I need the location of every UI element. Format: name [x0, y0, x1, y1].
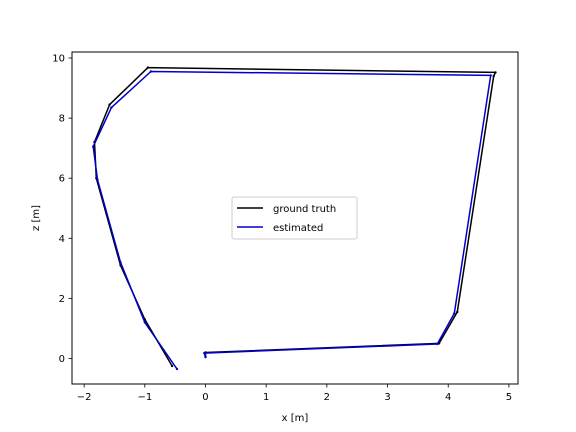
- series-1-point-10: [203, 351, 206, 355]
- series-0-point-8: [492, 74, 495, 78]
- y-tick-label: 0: [59, 354, 65, 365]
- legend: ground truth estimated: [231, 196, 358, 240]
- y-tick-label: 6: [59, 174, 65, 185]
- series-1-point-9: [436, 342, 439, 346]
- legend-label-estimated: estimated: [273, 223, 323, 234]
- x-tick-label: −2: [77, 392, 92, 403]
- y-axis-ticks: 0 2 4 6 8 10: [52, 54, 72, 365]
- x-axis-ticks: −2 −1 0 1 2 3 4 5: [77, 384, 512, 403]
- x-tick-label: 5: [506, 392, 512, 403]
- x-tick-label: 4: [445, 392, 451, 403]
- series-1-point-0: [175, 367, 179, 371]
- x-tick-label: 0: [202, 392, 208, 403]
- y-tick-label: 4: [59, 234, 65, 245]
- x-tick-label: 1: [263, 392, 269, 403]
- y-axis-label: z [m]: [31, 205, 42, 231]
- series-0-point-0: [170, 364, 174, 368]
- x-tick-label: −1: [137, 392, 152, 403]
- series-1-point-7: [489, 74, 492, 77]
- series-1-point-6: [149, 70, 153, 73]
- series-0-point-9: [456, 310, 459, 314]
- series-line-1: [92, 70, 492, 370]
- series-1-point-5: [110, 106, 113, 109]
- series-layer: [92, 66, 497, 371]
- y-tick-label: 2: [59, 294, 65, 305]
- series-1-point-2: [119, 261, 122, 264]
- legend-label-ground-truth: ground truth: [273, 204, 336, 215]
- plot-frame: [71, 51, 519, 385]
- y-tick-label: 10: [52, 54, 65, 65]
- series-1-point-8: [453, 312, 456, 315]
- series-1-point-1: [143, 321, 146, 324]
- series-0-point-6: [146, 66, 150, 69]
- x-tick-label: 3: [384, 392, 390, 403]
- x-axis-label: x [m]: [282, 413, 309, 424]
- series-1-point-3: [96, 178, 99, 181]
- legend-box: [231, 196, 358, 240]
- series-0-point-7: [494, 71, 497, 74]
- x-tick-label: 2: [324, 392, 330, 403]
- series-1-point-11: [204, 355, 207, 359]
- y-tick-label: 8: [59, 114, 65, 125]
- series-0-point-5: [108, 103, 111, 106]
- series-1-point-4: [92, 145, 95, 148]
